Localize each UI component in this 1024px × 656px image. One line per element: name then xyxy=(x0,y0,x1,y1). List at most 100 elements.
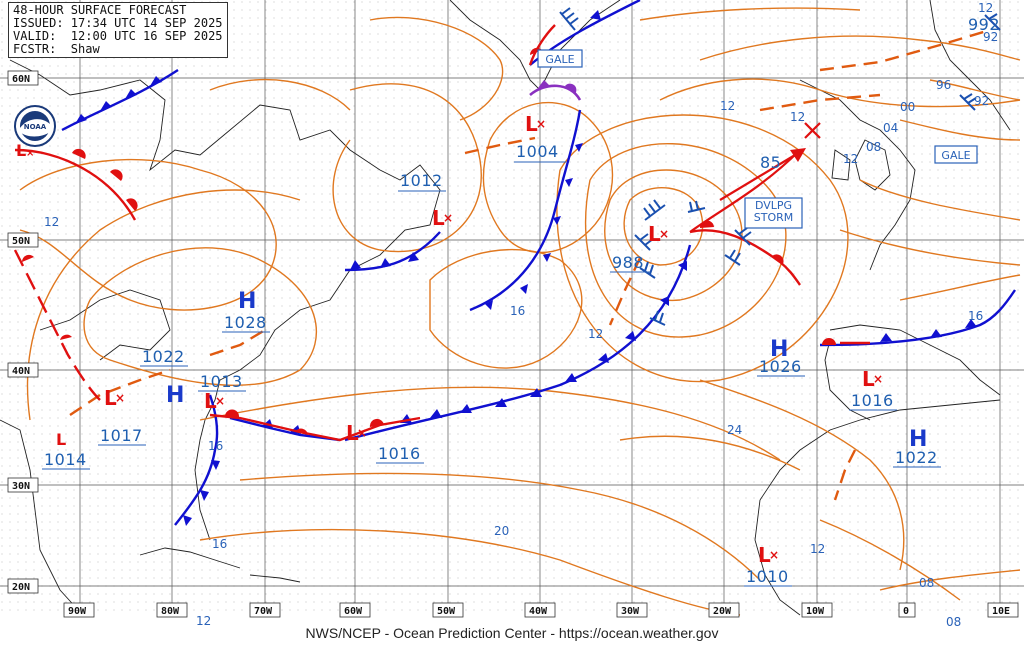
low-symbol: L xyxy=(346,421,359,445)
pressure-value: 1012 xyxy=(400,171,443,190)
svg-text:40N: 40N xyxy=(12,366,30,377)
svg-text:50W: 50W xyxy=(437,606,456,617)
pressure-value: 1022 xyxy=(895,448,938,467)
svg-text:×: × xyxy=(536,117,546,131)
isobar-labels: 12 12 16 16 16 12 12 20 24 12 12 08 04 0… xyxy=(44,1,998,629)
high-symbol: H xyxy=(909,427,927,452)
svg-text:×: × xyxy=(659,227,669,241)
isobar-label: 12 xyxy=(588,327,603,341)
isobar-label: 92 xyxy=(974,94,989,108)
low-symbol: L xyxy=(104,386,117,410)
isobar-label: 92 xyxy=(983,30,998,44)
warm-fronts xyxy=(13,24,870,442)
svg-text:×: × xyxy=(26,148,34,159)
svg-text:20N: 20N xyxy=(12,582,30,593)
svg-text:NOAA: NOAA xyxy=(24,123,47,131)
svg-text:×: × xyxy=(215,394,225,408)
warnings: GALE DVLPG STORM GALE xyxy=(537,49,978,229)
low-symbol: L xyxy=(432,206,445,230)
latitude-labels: 60N 50N 40N 30N 20N xyxy=(7,70,39,594)
gale-warning: GALE xyxy=(941,149,970,162)
low-symbol: L xyxy=(648,222,661,246)
pressure-value: 1017 xyxy=(100,426,143,445)
svg-text:10E: 10E xyxy=(992,606,1010,617)
svg-text:40W: 40W xyxy=(529,606,548,617)
svg-text:×: × xyxy=(115,391,125,405)
svg-text:×: × xyxy=(769,548,779,562)
isobar-label: 16 xyxy=(510,304,525,318)
pressure-value: 1016 xyxy=(378,444,421,463)
high-symbol: H xyxy=(770,337,788,362)
svg-text:20W: 20W xyxy=(713,606,732,617)
low-symbol: L xyxy=(862,367,875,391)
noaa-logo: NOAA xyxy=(14,105,56,147)
gale-warning: GALE xyxy=(545,53,574,66)
high-symbol: H xyxy=(166,383,184,408)
pressure-value: 1004 xyxy=(516,142,559,161)
dot-background xyxy=(0,0,1024,615)
isobar-label: 08 xyxy=(866,140,881,154)
storm-motion-speed: 85 xyxy=(760,153,781,172)
low-symbol: L xyxy=(525,112,538,136)
occluded-front xyxy=(529,80,582,101)
pressure-value: 1022 xyxy=(142,347,185,366)
isobar-label: 12 xyxy=(790,110,805,124)
pressure-symbols: L × L × L × L × L × L × L L × L × L × H … xyxy=(16,112,927,567)
svg-text:70W: 70W xyxy=(254,606,273,617)
pressure-value: 988 xyxy=(612,253,644,272)
pressure-value: 992 xyxy=(968,15,1000,34)
isobar-label: 16 xyxy=(968,309,983,323)
forecast-header: 48-HOUR SURFACE FORECAST ISSUED: 17:34 UT… xyxy=(8,2,228,58)
isobar-label: 08 xyxy=(946,615,961,629)
svg-text:50N: 50N xyxy=(12,236,30,247)
svg-text:0: 0 xyxy=(903,606,909,617)
header-title: 48-HOUR SURFACE FORECAST xyxy=(13,3,187,17)
isobar-label: 12 xyxy=(843,152,858,166)
svg-text:×: × xyxy=(443,211,453,225)
header-issued: ISSUED: 17:34 UTC 14 SEP 2025 xyxy=(13,16,223,30)
isobar-label: 96 xyxy=(936,78,951,92)
lat-lon-grid xyxy=(0,0,1024,615)
troughs xyxy=(69,28,991,501)
low-symbol: L xyxy=(204,389,217,413)
svg-text:×: × xyxy=(873,372,883,386)
svg-text:30N: 30N xyxy=(12,481,30,492)
svg-text:60W: 60W xyxy=(344,606,363,617)
pressure-value: 1016 xyxy=(851,391,894,410)
low-symbol: L xyxy=(56,430,66,449)
isobar-label: 04 xyxy=(883,121,898,135)
header-forecaster: FCSTR: Shaw xyxy=(13,42,100,56)
wind-barbs xyxy=(559,7,1001,326)
isobar-label: 24 xyxy=(727,423,742,437)
footer-credit: NWS/NCEP - Ocean Prediction Center - htt… xyxy=(305,625,719,641)
pressure-value: 1026 xyxy=(759,357,802,376)
pressure-value: 1013 xyxy=(200,372,243,391)
low-symbol: L xyxy=(16,141,26,160)
cold-fronts xyxy=(61,0,1016,526)
svg-text:90W: 90W xyxy=(68,606,87,617)
isobar-label: 12 xyxy=(978,1,993,15)
isobar-label: 12 xyxy=(44,215,59,229)
coastlines xyxy=(0,0,1011,616)
pressure-value: 1010 xyxy=(746,567,789,586)
pressure-value: 1028 xyxy=(224,313,267,332)
pressure-labels: 1004 1012 988 1013 1017 1014 1016 1016 1… xyxy=(42,15,1000,587)
isobar-label: 12 xyxy=(810,542,825,556)
isobar-label: 16 xyxy=(208,439,223,453)
isobar-label: 00 xyxy=(900,100,915,114)
isobar-label: 12 xyxy=(196,614,211,628)
isobar-label: 20 xyxy=(494,524,509,538)
svg-text:80W: 80W xyxy=(161,606,180,617)
svg-text:30W: 30W xyxy=(621,606,640,617)
svg-text:×: × xyxy=(357,426,367,440)
isobar-label: 12 xyxy=(720,99,735,113)
low-symbol: L xyxy=(758,543,771,567)
longitude-labels: 90W 80W 70W 60W 50W 40W 30W 20W 10W 0 10… xyxy=(63,602,1019,618)
header-valid: VALID: 12:00 UTC 16 SEP 2025 xyxy=(13,29,223,43)
storm-warning: DVLPG STORM xyxy=(753,199,794,224)
isobar-label: 16 xyxy=(212,537,227,551)
storm-motion-arrow xyxy=(719,122,821,201)
isobar-label: 08 xyxy=(919,576,934,590)
pressure-value: 1014 xyxy=(44,450,87,469)
high-symbol: H xyxy=(238,289,256,314)
